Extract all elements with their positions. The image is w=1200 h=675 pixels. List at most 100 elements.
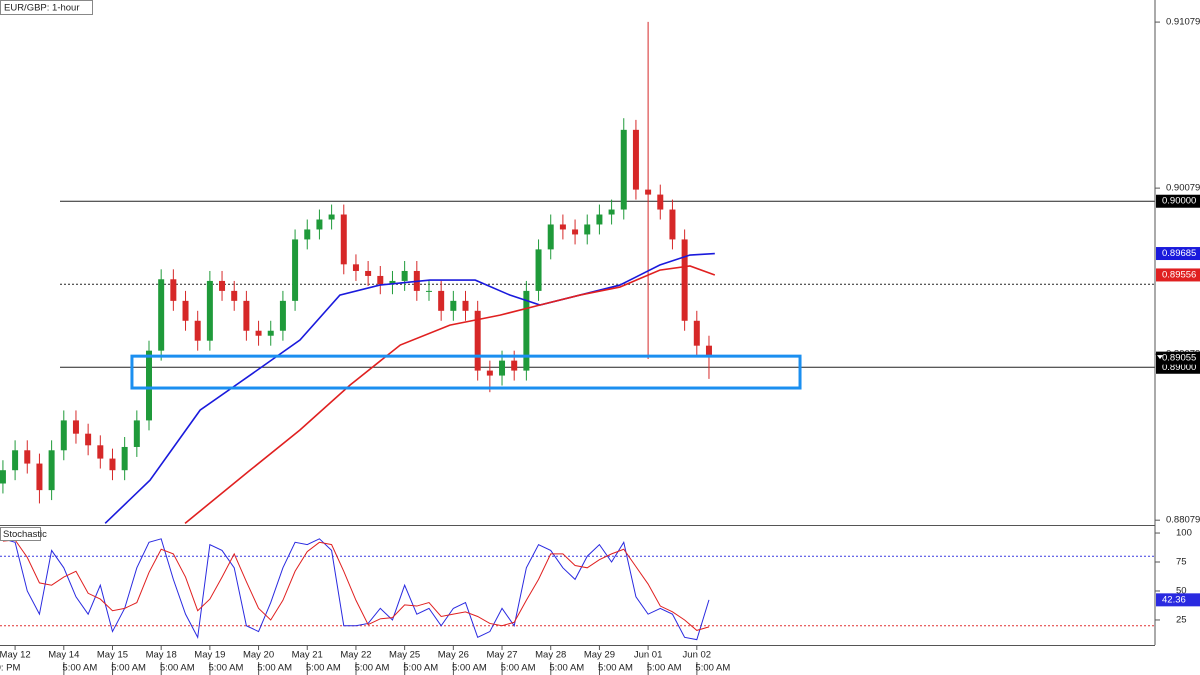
x-tick-label: 5:00 AM	[209, 663, 244, 674]
title-box	[0, 0, 93, 15]
candle-body	[438, 290, 445, 311]
y-tick-label: 0.88079	[1166, 515, 1200, 526]
candle-body	[352, 264, 359, 271]
y-tick-label: 0.91079	[1166, 17, 1200, 28]
candle-body	[12, 450, 19, 471]
candle-body	[657, 194, 664, 210]
x-tick-label: 5:00 AM	[160, 663, 195, 674]
candle-body	[194, 320, 201, 341]
candle-body	[146, 350, 153, 421]
x-tick-label: 5:00 AM	[452, 663, 487, 674]
plot-area	[0, 21, 1155, 641]
price-tag-label: 0.90000	[1162, 196, 1196, 207]
x-tick-label: 5:00 AM	[647, 663, 682, 674]
y-tick-label: 25	[1176, 614, 1187, 625]
x-tick-label: May 28	[535, 650, 566, 661]
indicator-title: Stochastic	[3, 529, 47, 540]
candle-body	[584, 224, 591, 235]
price-arrow	[1157, 355, 1163, 360]
candle-body	[693, 320, 700, 346]
candle-body	[243, 300, 250, 331]
x-tick-label: May 18	[146, 650, 177, 661]
candle-body	[401, 270, 408, 281]
y-tick-label: 0.90079	[1166, 183, 1200, 194]
candle-body	[170, 279, 177, 301]
candle-body	[377, 275, 384, 285]
price-tag	[1156, 247, 1200, 261]
price-tag	[1156, 351, 1200, 365]
candle-body	[535, 249, 542, 291]
candle-body	[158, 279, 165, 351]
x-tick-label: 5:00 AM	[62, 663, 97, 674]
candle-body	[365, 270, 372, 276]
price-tag	[1156, 268, 1200, 282]
candle-body	[304, 229, 311, 240]
candle-body	[316, 219, 323, 230]
candle-body	[48, 450, 55, 491]
candle-body	[231, 290, 238, 301]
y-tick-label: 75	[1176, 557, 1187, 568]
x-tick-label: 5:00 AM	[549, 663, 584, 674]
candle-body	[328, 214, 335, 220]
x-tick-label: May 15	[97, 650, 128, 661]
price-tag-label: 0.89000	[1162, 362, 1196, 373]
candle-body	[559, 224, 566, 230]
candle-body	[267, 330, 274, 336]
candle-body	[36, 463, 43, 491]
candle-body	[572, 229, 579, 235]
y-tick-label: 50	[1176, 585, 1187, 596]
candle-body	[0, 470, 6, 484]
candle-body	[109, 458, 116, 471]
indicator-title-box	[0, 527, 41, 541]
x-tick-label: Jun 02	[683, 650, 712, 661]
price-tag-label: 0.89685	[1162, 248, 1196, 259]
x-tick-label: May 21	[292, 650, 323, 661]
candle-body	[462, 300, 469, 311]
candle-body	[705, 345, 712, 356]
x-tick-label: 5:00 AM	[306, 663, 341, 674]
candle-body	[486, 370, 493, 376]
price-tag-label: 42.36	[1162, 594, 1186, 605]
candle-body	[60, 420, 67, 451]
x-tick-label: May 25	[389, 650, 420, 661]
stochastic-line	[2, 538, 710, 641]
candle-body	[97, 445, 104, 459]
candle-body	[645, 189, 652, 195]
candle-body	[121, 446, 128, 471]
x-tick-label: 5:00 AM	[111, 663, 146, 674]
price-tag-label: 0.89055	[1162, 353, 1196, 364]
candle-body	[474, 310, 481, 371]
candle-body	[219, 280, 226, 291]
x-tick-label: May 20	[243, 650, 274, 661]
candle-body	[182, 300, 189, 321]
x-tick-label: May 12	[0, 650, 31, 661]
x-tick-label: May 14	[48, 650, 79, 661]
candle-body	[499, 360, 506, 376]
candle-body	[389, 280, 396, 285]
candle-body	[669, 209, 676, 240]
candle-body	[206, 280, 213, 341]
candle-body	[340, 214, 347, 265]
candle-body	[681, 239, 688, 321]
x-tick-label: May 29	[584, 650, 615, 661]
x-tick-label: 5:00 AM	[257, 663, 292, 674]
candle-body	[620, 129, 627, 210]
x-tick-label: May 22	[340, 650, 371, 661]
x-tick-label: May 26	[438, 650, 469, 661]
candle-body	[133, 420, 140, 447]
candle-body	[450, 300, 457, 311]
x-tick-label: May 27	[486, 650, 517, 661]
moving-average	[184, 265, 716, 524]
candle-body	[632, 129, 639, 190]
zone-box	[130, 354, 802, 390]
x-tick-label: 5:00 AM	[695, 663, 730, 674]
x-tick-label: Jun 01	[634, 650, 663, 661]
stochastic-line	[2, 539, 710, 631]
candle-body	[596, 214, 603, 225]
chart-title: EUR/GBP: 1-hour	[4, 3, 80, 14]
price-tag	[1156, 593, 1200, 607]
x-tick-label: 5:00 AM	[501, 663, 536, 674]
moving-average	[104, 252, 715, 524]
